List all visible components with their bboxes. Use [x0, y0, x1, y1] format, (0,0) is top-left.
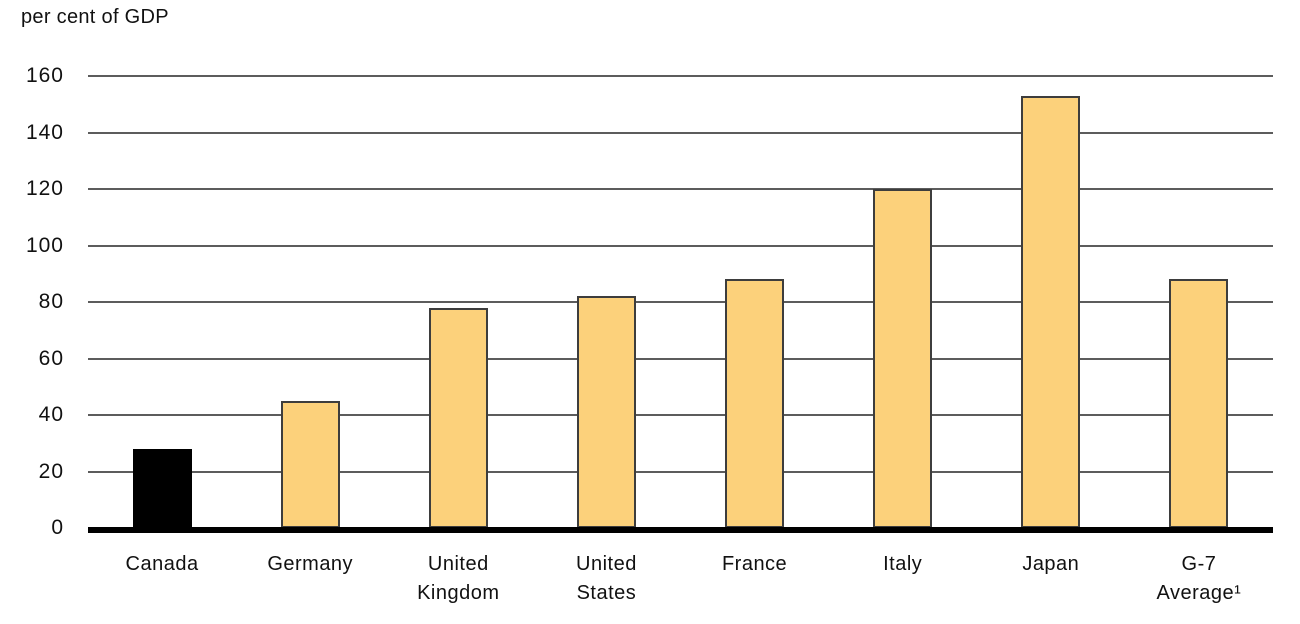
bar-g-7-average [1169, 279, 1229, 528]
bar-united-kingdom [428, 308, 488, 528]
gridline-60 [88, 357, 1273, 360]
plot-area [88, 75, 1273, 528]
y-tick-label-160: 160 [25, 64, 64, 87]
y-tick-label-120: 120 [25, 177, 64, 200]
bar-italy [873, 189, 933, 528]
x-axis-label-g-7-average: G-7 Average¹ [1156, 553, 1242, 604]
x-axis-label-italy: Italy [883, 553, 923, 575]
x-axis-label-united-kingdom: United Kingdom [417, 553, 500, 604]
x-axis-labels: Canada Germany United Kingdom United States Fr… [88, 550, 1273, 620]
bar-france [725, 279, 785, 528]
y-tick-label-140: 140 [25, 120, 64, 144]
gridline-160 [88, 75, 1273, 77]
chart-title: per cent of GDP [21, 6, 169, 28]
y-tick-label-100: 100 [25, 233, 64, 257]
bar-japan [1021, 96, 1081, 528]
x-axis-label-canada: Canada [125, 553, 199, 575]
x-axis-label-united-states: United States [576, 553, 637, 604]
y-tick-label-80: 80 [38, 290, 64, 313]
gridline-80 [88, 301, 1273, 303]
y-tick-label-0: 0 [51, 516, 64, 539]
gridline-20 [88, 470, 1273, 473]
y-tick-label-60: 60 [38, 346, 64, 370]
x-axis-label-germany: Germany [267, 553, 354, 575]
gridline-120 [88, 188, 1273, 190]
x-axis-label-france: France [721, 553, 788, 575]
gridline-40 [88, 414, 1273, 416]
bar-united-states [576, 296, 636, 528]
bar-canada [132, 449, 192, 528]
gridline-140 [88, 131, 1273, 134]
bar-germany [280, 401, 340, 528]
x-axis-label-japan: Japan [1022, 553, 1080, 575]
y-tick-label-20: 20 [38, 459, 64, 483]
gridline-100 [88, 244, 1273, 247]
y-axis: 0 20 40 60 80 100 120 140 160 [0, 64, 64, 539]
y-tick-label-40: 40 [38, 403, 64, 426]
x-axis-baseline [88, 527, 1273, 533]
